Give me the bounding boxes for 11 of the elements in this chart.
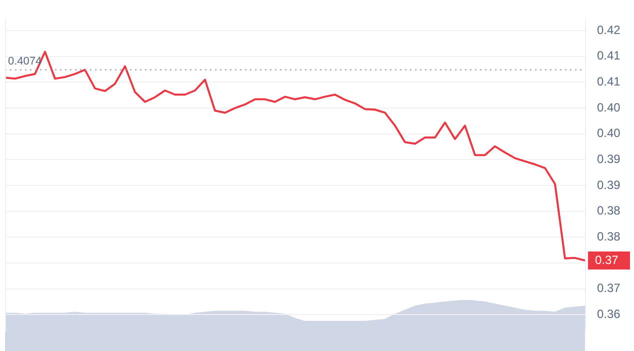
y-tick-label: 0.40 [597,126,621,140]
y-tick-label: 0.41 [597,74,621,89]
y-tick-label: 0.37 [597,281,621,296]
y-tick-label: 0.38 [597,204,621,218]
y-tick-label: 0.36 [597,307,621,322]
y-tick-label: 0.39 [597,152,621,166]
y-tick-label: 0.40 [597,100,621,114]
y-tick-label: 0.39 [597,178,621,192]
y-tick-label: 0.42 [597,22,621,37]
y-tick-label: 0.41 [597,48,621,63]
y-tick-label: 0.38 [597,230,621,244]
